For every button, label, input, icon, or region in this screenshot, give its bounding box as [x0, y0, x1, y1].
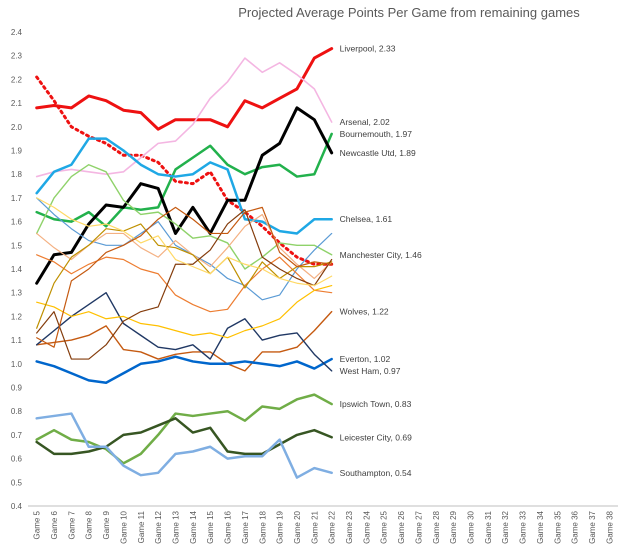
series-line-other-brown-: [36, 209, 333, 360]
y-tick-label: 1.4: [11, 265, 23, 274]
series-line-southampton: [35, 412, 333, 479]
x-tick-label: Game 30: [467, 510, 476, 543]
series-end-label: West Ham, 0.97: [340, 366, 401, 376]
series-end-label: Newcastle Utd, 1.89: [340, 148, 416, 158]
x-tick-label: Game 22: [328, 510, 337, 543]
x-tick-label: Game 34: [536, 510, 545, 543]
series-line-other-gold-: [36, 284, 333, 339]
y-tick-label: 1.0: [11, 360, 23, 369]
series-line-west-ham: [35, 292, 333, 372]
y-tick-label: 0.8: [11, 407, 23, 416]
x-tick-label: Game 28: [432, 510, 441, 543]
x-tick-label: Game 35: [553, 510, 562, 543]
series-end-label: Arsenal, 2.02: [340, 117, 390, 127]
x-tick-label: Game 26: [397, 510, 406, 543]
series-line-newcastle-utd: [35, 106, 334, 285]
y-tick-label: 2.2: [11, 75, 23, 84]
series-line-liverpool: [35, 47, 334, 131]
x-tick-label: Game 19: [276, 510, 285, 543]
y-tick-label: 0.5: [11, 478, 23, 487]
y-tick-label: 1.3: [11, 289, 23, 298]
series-line-bournemouth: [35, 132, 333, 228]
x-tick-label: Game 15: [206, 510, 215, 543]
series-line-other-sienna-: [36, 206, 333, 348]
series-layer: [35, 47, 334, 479]
series-line-arsenal: [35, 57, 333, 178]
series-end-label: Leicester City, 0.69: [340, 432, 412, 442]
y-tick-label: 1.5: [11, 241, 23, 250]
series-end-label: Everton, 1.02: [340, 354, 391, 364]
x-tick-label: Game 24: [362, 510, 371, 543]
x-tick-label: Game 12: [154, 510, 163, 543]
x-tick-label: Game 6: [50, 510, 59, 539]
label-layer: Liverpool, 2.33 Arsenal, 2.02 Bournemouth,…: [340, 44, 422, 478]
series-line-manchester-city: [35, 164, 333, 270]
x-tick-label: Game 16: [224, 510, 233, 543]
axis-layer: 0.4 0.5 0.6 0.7 0.8 0.9 1.0 1.1 1.2 1.3 1.4 1.5 1.6 1…: [11, 28, 618, 544]
series-line-other-orange-: [36, 254, 333, 313]
series-line-other-dark-gold-: [36, 223, 333, 329]
x-tick-label: Game 29: [449, 510, 458, 543]
y-tick-label: 1.6: [11, 218, 23, 227]
x-tick-label: Game 18: [258, 510, 267, 543]
y-tick-label: 1.2: [11, 312, 23, 321]
y-tick-label: 1.1: [11, 336, 23, 345]
series-line-liverpool-trend: [35, 75, 334, 266]
x-tick-label: Game 10: [119, 510, 128, 543]
chart-title: Projected Average Points Per Game from r…: [238, 5, 580, 20]
x-tick-label: Game 8: [85, 510, 94, 539]
x-tick-label: Game 37: [588, 510, 597, 543]
x-tick-label: Game 23: [345, 510, 354, 543]
x-tick-label: Game 9: [102, 510, 111, 539]
x-tick-label: Game 27: [414, 510, 423, 543]
series-line-everton: [35, 355, 333, 385]
y-tick-label: 1.7: [11, 194, 23, 203]
y-tick-label: 1.8: [11, 170, 23, 179]
series-end-label: Liverpool, 2.33: [340, 44, 396, 54]
x-tick-label: Game 7: [67, 510, 76, 539]
x-tick-label: Game 33: [519, 510, 528, 543]
x-tick-label: Game 32: [501, 510, 510, 543]
y-tick-label: 1.9: [11, 147, 23, 156]
y-tick-label: 2.1: [11, 99, 23, 108]
series-end-label: Ipswich Town, 0.83: [340, 399, 412, 409]
y-tick-label: 0.4: [11, 502, 23, 511]
x-tick-label: Game 25: [380, 510, 389, 543]
series-line-wolves: [35, 310, 333, 372]
y-tick-label: 0.6: [11, 455, 23, 464]
series-end-label: Manchester City, 1.46: [340, 250, 422, 260]
series-line-chelsea: [35, 137, 333, 235]
series-line-other-blue-: [36, 197, 333, 301]
y-tick-label: 2.3: [11, 52, 23, 61]
x-tick-label: Game 31: [484, 510, 493, 543]
y-tick-label: 2.0: [11, 123, 23, 132]
x-tick-label: Game 11: [137, 510, 146, 543]
x-tick-label: Game 17: [241, 510, 250, 543]
y-tick-label: 0.7: [11, 431, 23, 440]
series-end-label: Bournemouth, 1.97: [340, 129, 413, 139]
series-line-other-light-gold-: [36, 197, 333, 287]
x-tick-label: Game 36: [571, 510, 580, 543]
x-tick-label: Game 38: [605, 510, 614, 543]
y-tick-label: 0.9: [11, 384, 23, 393]
x-tick-label: Game 5: [33, 510, 42, 539]
x-tick-label: Game 13: [172, 510, 181, 543]
x-tick-label: Game 20: [293, 510, 302, 543]
y-tick-label: 2.4: [11, 28, 23, 37]
x-tick-label: Game 21: [310, 510, 319, 543]
series-line-leicester-city: [35, 417, 333, 456]
series-end-label: Chelsea, 1.61: [340, 214, 393, 224]
series-end-label: Wolves, 1.22: [340, 307, 389, 317]
x-tick-label: Game 14: [189, 510, 198, 543]
series-end-label: Southampton, 0.54: [340, 468, 412, 478]
